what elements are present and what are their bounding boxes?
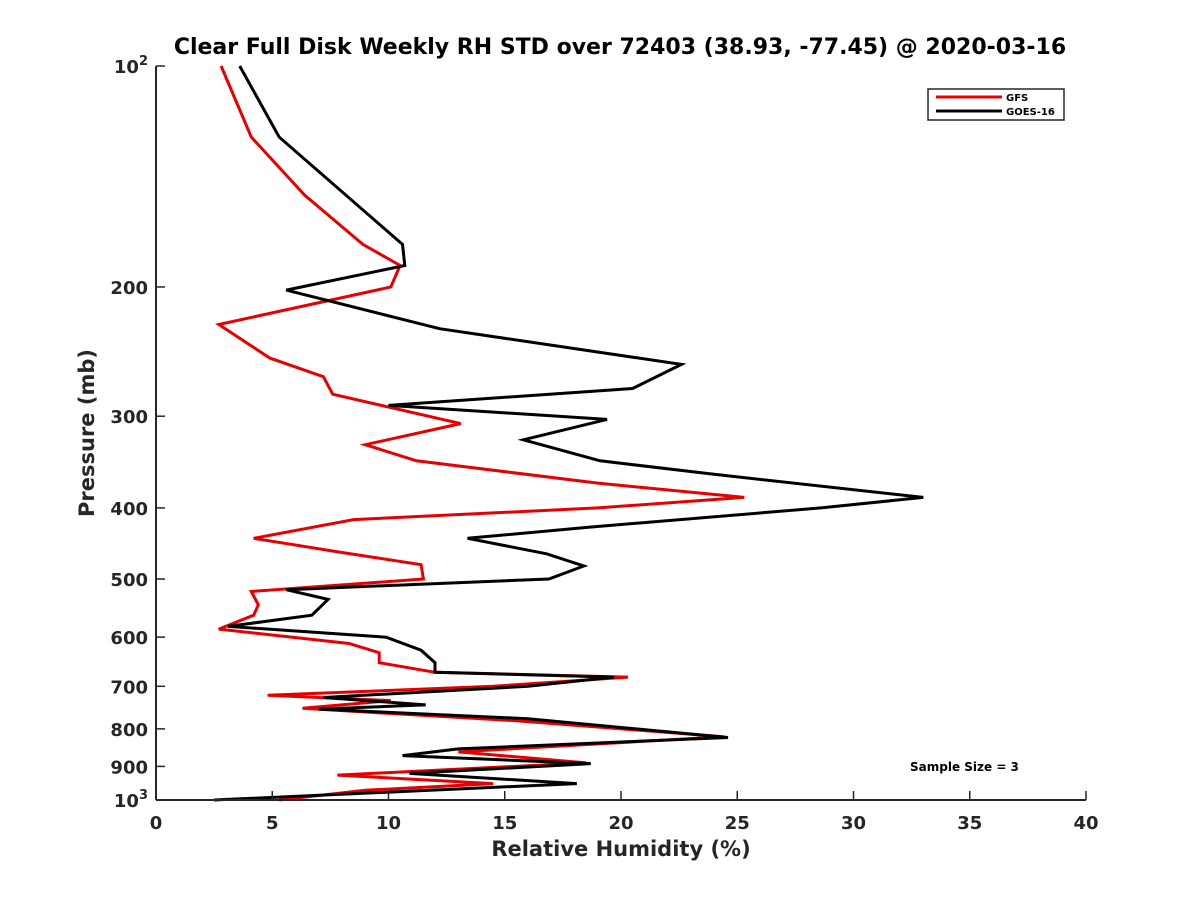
x-axis-label: Relative Humidity (%) (491, 837, 750, 861)
x-tick-label: 40 (1073, 813, 1098, 834)
y-axis-ticks: 102 200 300 400 500 600 700 800 900 103 (110, 54, 165, 812)
x-tick-label: 30 (841, 813, 866, 834)
y-tick-label: 500 (110, 570, 148, 591)
plot-area (214, 65, 924, 802)
legend-label-gfs: GFS (1006, 93, 1028, 104)
x-axis-ticks: 0 5 10 15 20 25 30 35 40 (150, 791, 1099, 834)
y-tick-label: 300 (110, 407, 148, 428)
x-tick-label: 15 (492, 813, 517, 834)
y-tick-label: 800 (110, 720, 148, 741)
legend-label-goes16: GOES-16 (1006, 107, 1055, 118)
series-line-gfs (214, 65, 745, 802)
y-tick-label: 600 (110, 628, 148, 649)
y-tick-label: 103 (114, 788, 148, 812)
y-axis-label: Pressure (mb) (75, 349, 99, 517)
y-tick-label: 900 (110, 757, 148, 778)
series-line-goes16 (214, 65, 924, 802)
y-tick-label: 102 (114, 54, 148, 78)
x-tick-label: 25 (725, 813, 750, 834)
x-tick-label: 20 (608, 813, 633, 834)
y-tick-label: 700 (110, 677, 148, 698)
x-tick-label: 10 (376, 813, 401, 834)
chart-title: Clear Full Disk Weekly RH STD over 72403… (174, 35, 1066, 60)
axes (155, 66, 1086, 801)
sample-size-annotation: Sample Size = 3 (910, 760, 1019, 774)
y-tick-label: 200 (110, 278, 148, 299)
legend-box (927, 88, 1065, 121)
x-tick-label: 0 (150, 813, 163, 834)
x-tick-label: 35 (957, 813, 982, 834)
x-tick-label: 5 (266, 813, 279, 834)
legend: GFS GOES-16 (927, 88, 1065, 121)
y-tick-label: 400 (110, 499, 148, 520)
